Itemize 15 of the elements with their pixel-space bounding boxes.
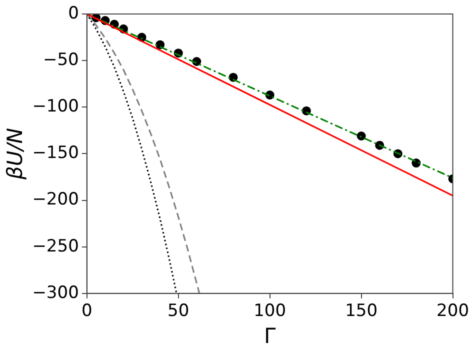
x-tick-label: 150: [345, 301, 378, 322]
x-tick-label: 100: [254, 301, 286, 322]
point: [356, 132, 366, 141]
y-tick-label: −250: [32, 236, 79, 256]
y-axis-title: βU/N: [3, 128, 28, 180]
y-tick-label: −50: [43, 50, 79, 70]
x-tick-label: 200: [436, 301, 470, 322]
x-axis-title: Γ: [264, 324, 276, 348]
y-tick-label: 0: [68, 3, 79, 24]
y-tick-label: −300: [32, 282, 79, 303]
y-tick-label: −200: [32, 190, 79, 210]
x-tick-label: 50: [168, 301, 190, 322]
x-tick-label: 0: [81, 301, 92, 322]
y-tick-label: −100: [32, 96, 79, 117]
y-tick-label: −150: [32, 143, 79, 164]
